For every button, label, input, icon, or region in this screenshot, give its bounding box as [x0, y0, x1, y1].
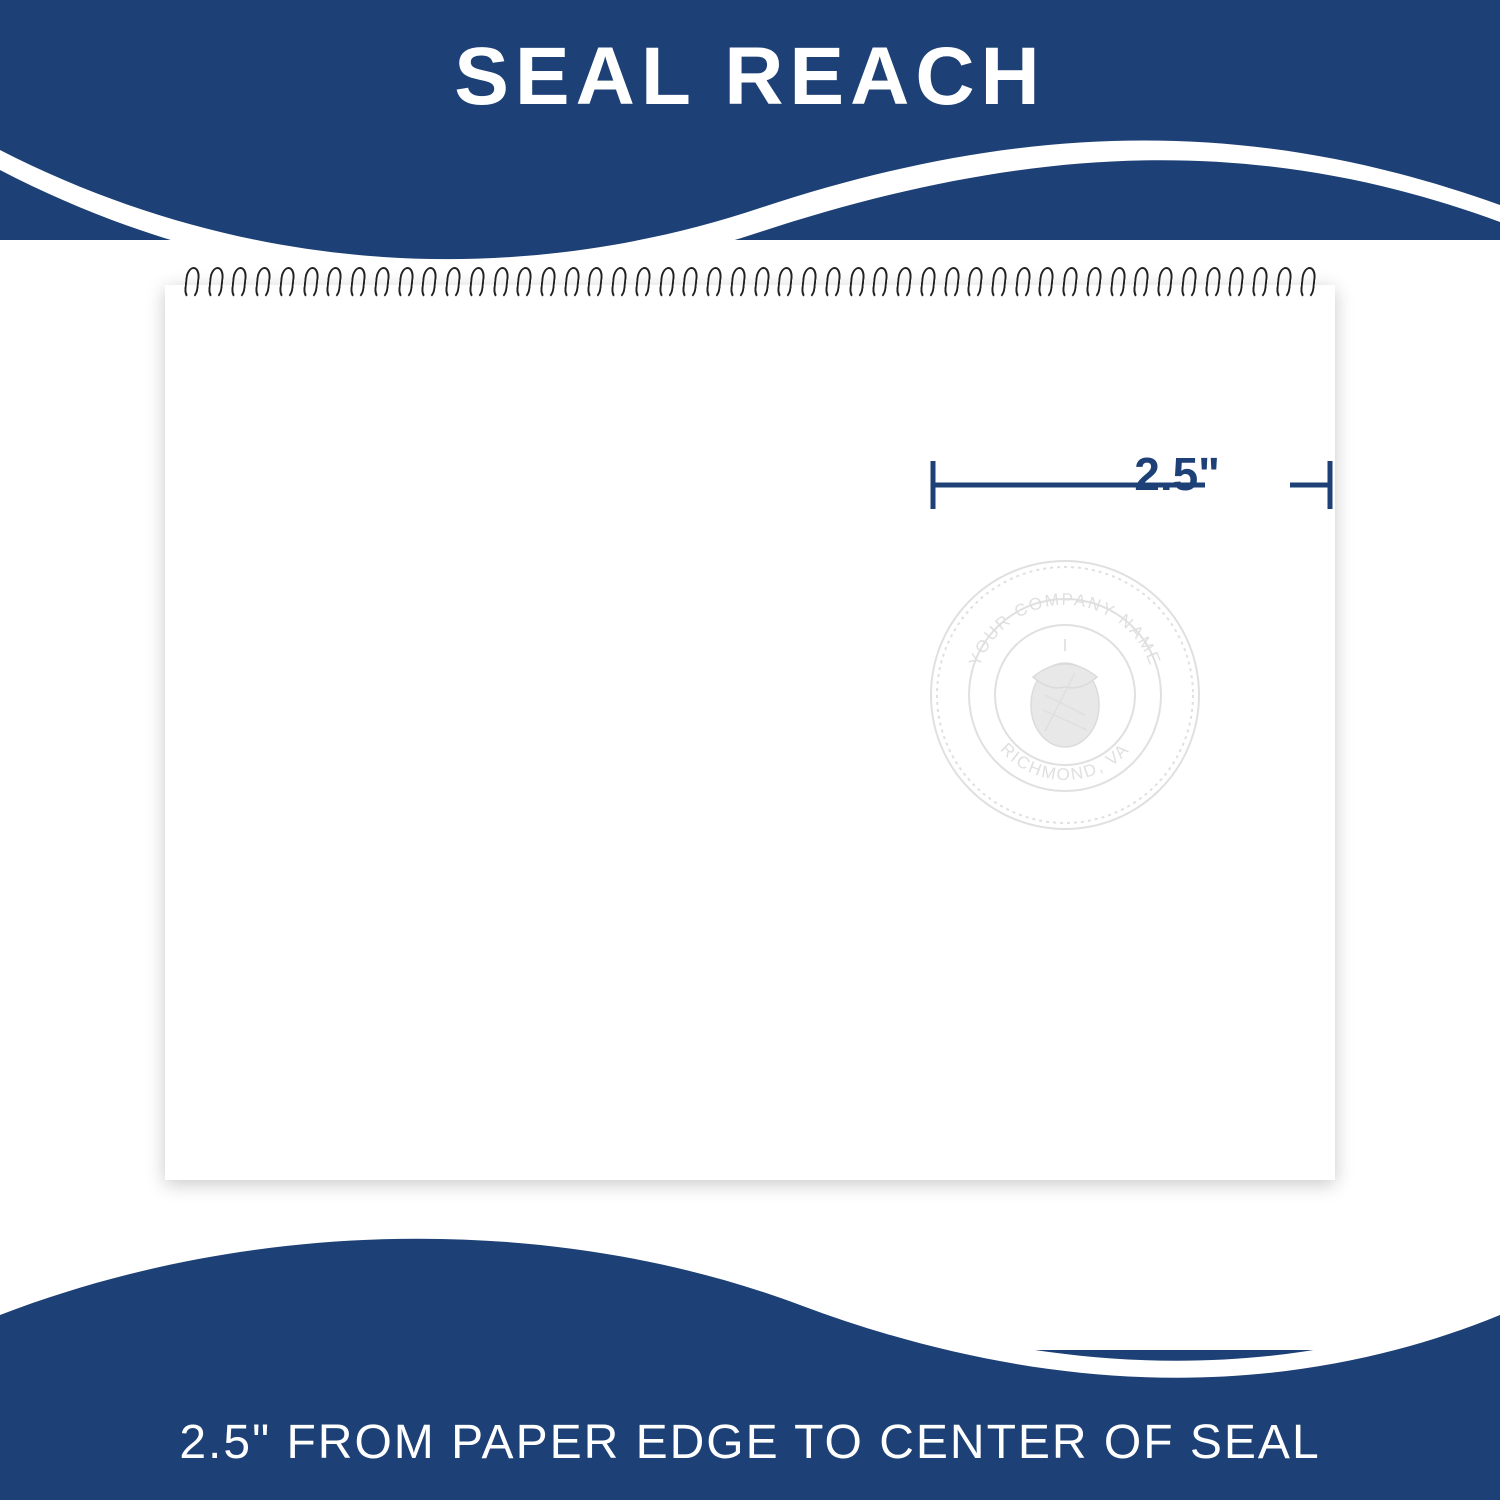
spiral-binding: [185, 267, 1315, 303]
embossed-seal-icon: YOUR COMPANY NAME RICHMOND, VA: [925, 555, 1205, 835]
notepad: 2.5" YOUR COMPANY NAME: [165, 285, 1335, 1180]
page-subtitle: 2.5" FROM PAPER EDGE TO CENTER OF SEAL: [0, 1415, 1500, 1470]
page-title: SEAL REACH: [0, 30, 1500, 124]
svg-text:YOUR COMPANY NAME: YOUR COMPANY NAME: [965, 590, 1165, 669]
measurement-label: 2.5": [1134, 447, 1220, 501]
measurement-bracket: [925, 455, 1335, 515]
